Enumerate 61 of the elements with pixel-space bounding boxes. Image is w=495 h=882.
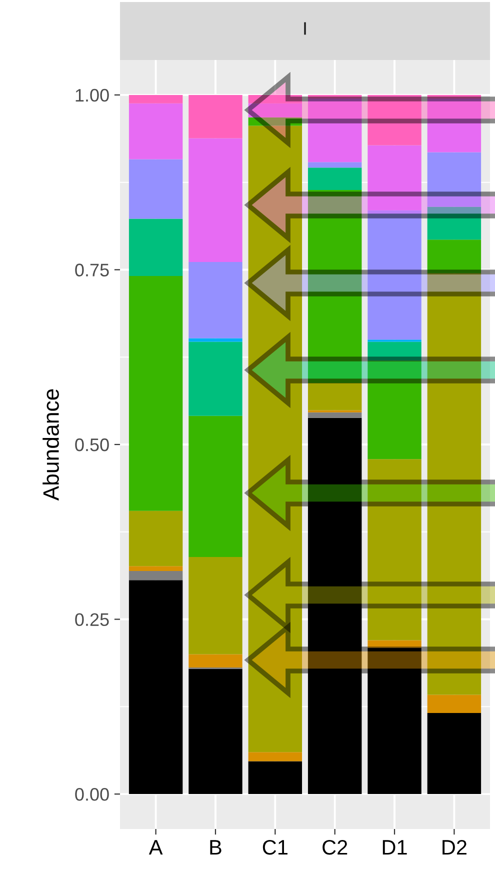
- bar: [188, 94, 242, 138]
- bar: [308, 94, 362, 98]
- bar: [248, 752, 302, 762]
- bar: [188, 138, 242, 262]
- bar: [368, 145, 422, 210]
- bar: [368, 94, 422, 146]
- bar: [248, 103, 302, 118]
- bar: [128, 159, 183, 219]
- bar: [188, 654, 242, 668]
- bar: [427, 206, 482, 240]
- bar: [308, 382, 362, 410]
- y-tick-label: 0.50: [75, 438, 109, 452]
- bar: [308, 190, 362, 383]
- bar: [188, 262, 242, 338]
- bar: [128, 94, 183, 104]
- bar: [248, 761, 302, 794]
- bar: [188, 557, 242, 654]
- x-tick-label: D2: [442, 840, 466, 855]
- y-axis-title: Abundance: [42, 389, 59, 501]
- bar: [368, 459, 422, 640]
- bar: [128, 218, 183, 276]
- bar: [368, 342, 422, 361]
- bar: [188, 338, 242, 342]
- x-tick-label: C2: [322, 840, 348, 855]
- bar: [128, 510, 183, 566]
- y-tick-label: 0.00: [75, 788, 109, 801]
- bar: [308, 98, 362, 162]
- bar: [427, 94, 482, 98]
- bar: [128, 566, 183, 572]
- x-tick-label: D1: [382, 840, 407, 855]
- x-tick-label: C1: [262, 840, 288, 855]
- bar: [427, 98, 482, 152]
- bar: [128, 571, 183, 580]
- bar: [248, 94, 302, 104]
- x-tick-label: A: [148, 840, 163, 855]
- bar: [427, 712, 482, 794]
- bar: [248, 126, 302, 752]
- bar: [308, 162, 362, 168]
- bar: [427, 152, 482, 207]
- bar: [368, 640, 422, 648]
- bar: [188, 416, 242, 558]
- bar: [188, 668, 242, 794]
- y-tick-label: 1.00: [76, 88, 109, 102]
- chart-title: I: [304, 22, 306, 35]
- bar: [128, 276, 183, 511]
- bar: [128, 103, 183, 160]
- bar: [308, 418, 362, 794]
- bar: [368, 360, 422, 460]
- bar: [128, 580, 183, 794]
- bar: [368, 210, 422, 340]
- bar: [308, 168, 362, 190]
- x-tick-label: B: [210, 840, 222, 855]
- bar: [427, 273, 482, 695]
- bar: [427, 694, 482, 713]
- y-tick-label: 0.75: [75, 264, 109, 276]
- bar: [427, 240, 482, 274]
- bar: [248, 117, 302, 126]
- y-tick-label: 0.25: [75, 613, 109, 626]
- bar: [308, 412, 362, 418]
- bar: [188, 342, 242, 416]
- bar: [368, 648, 422, 794]
